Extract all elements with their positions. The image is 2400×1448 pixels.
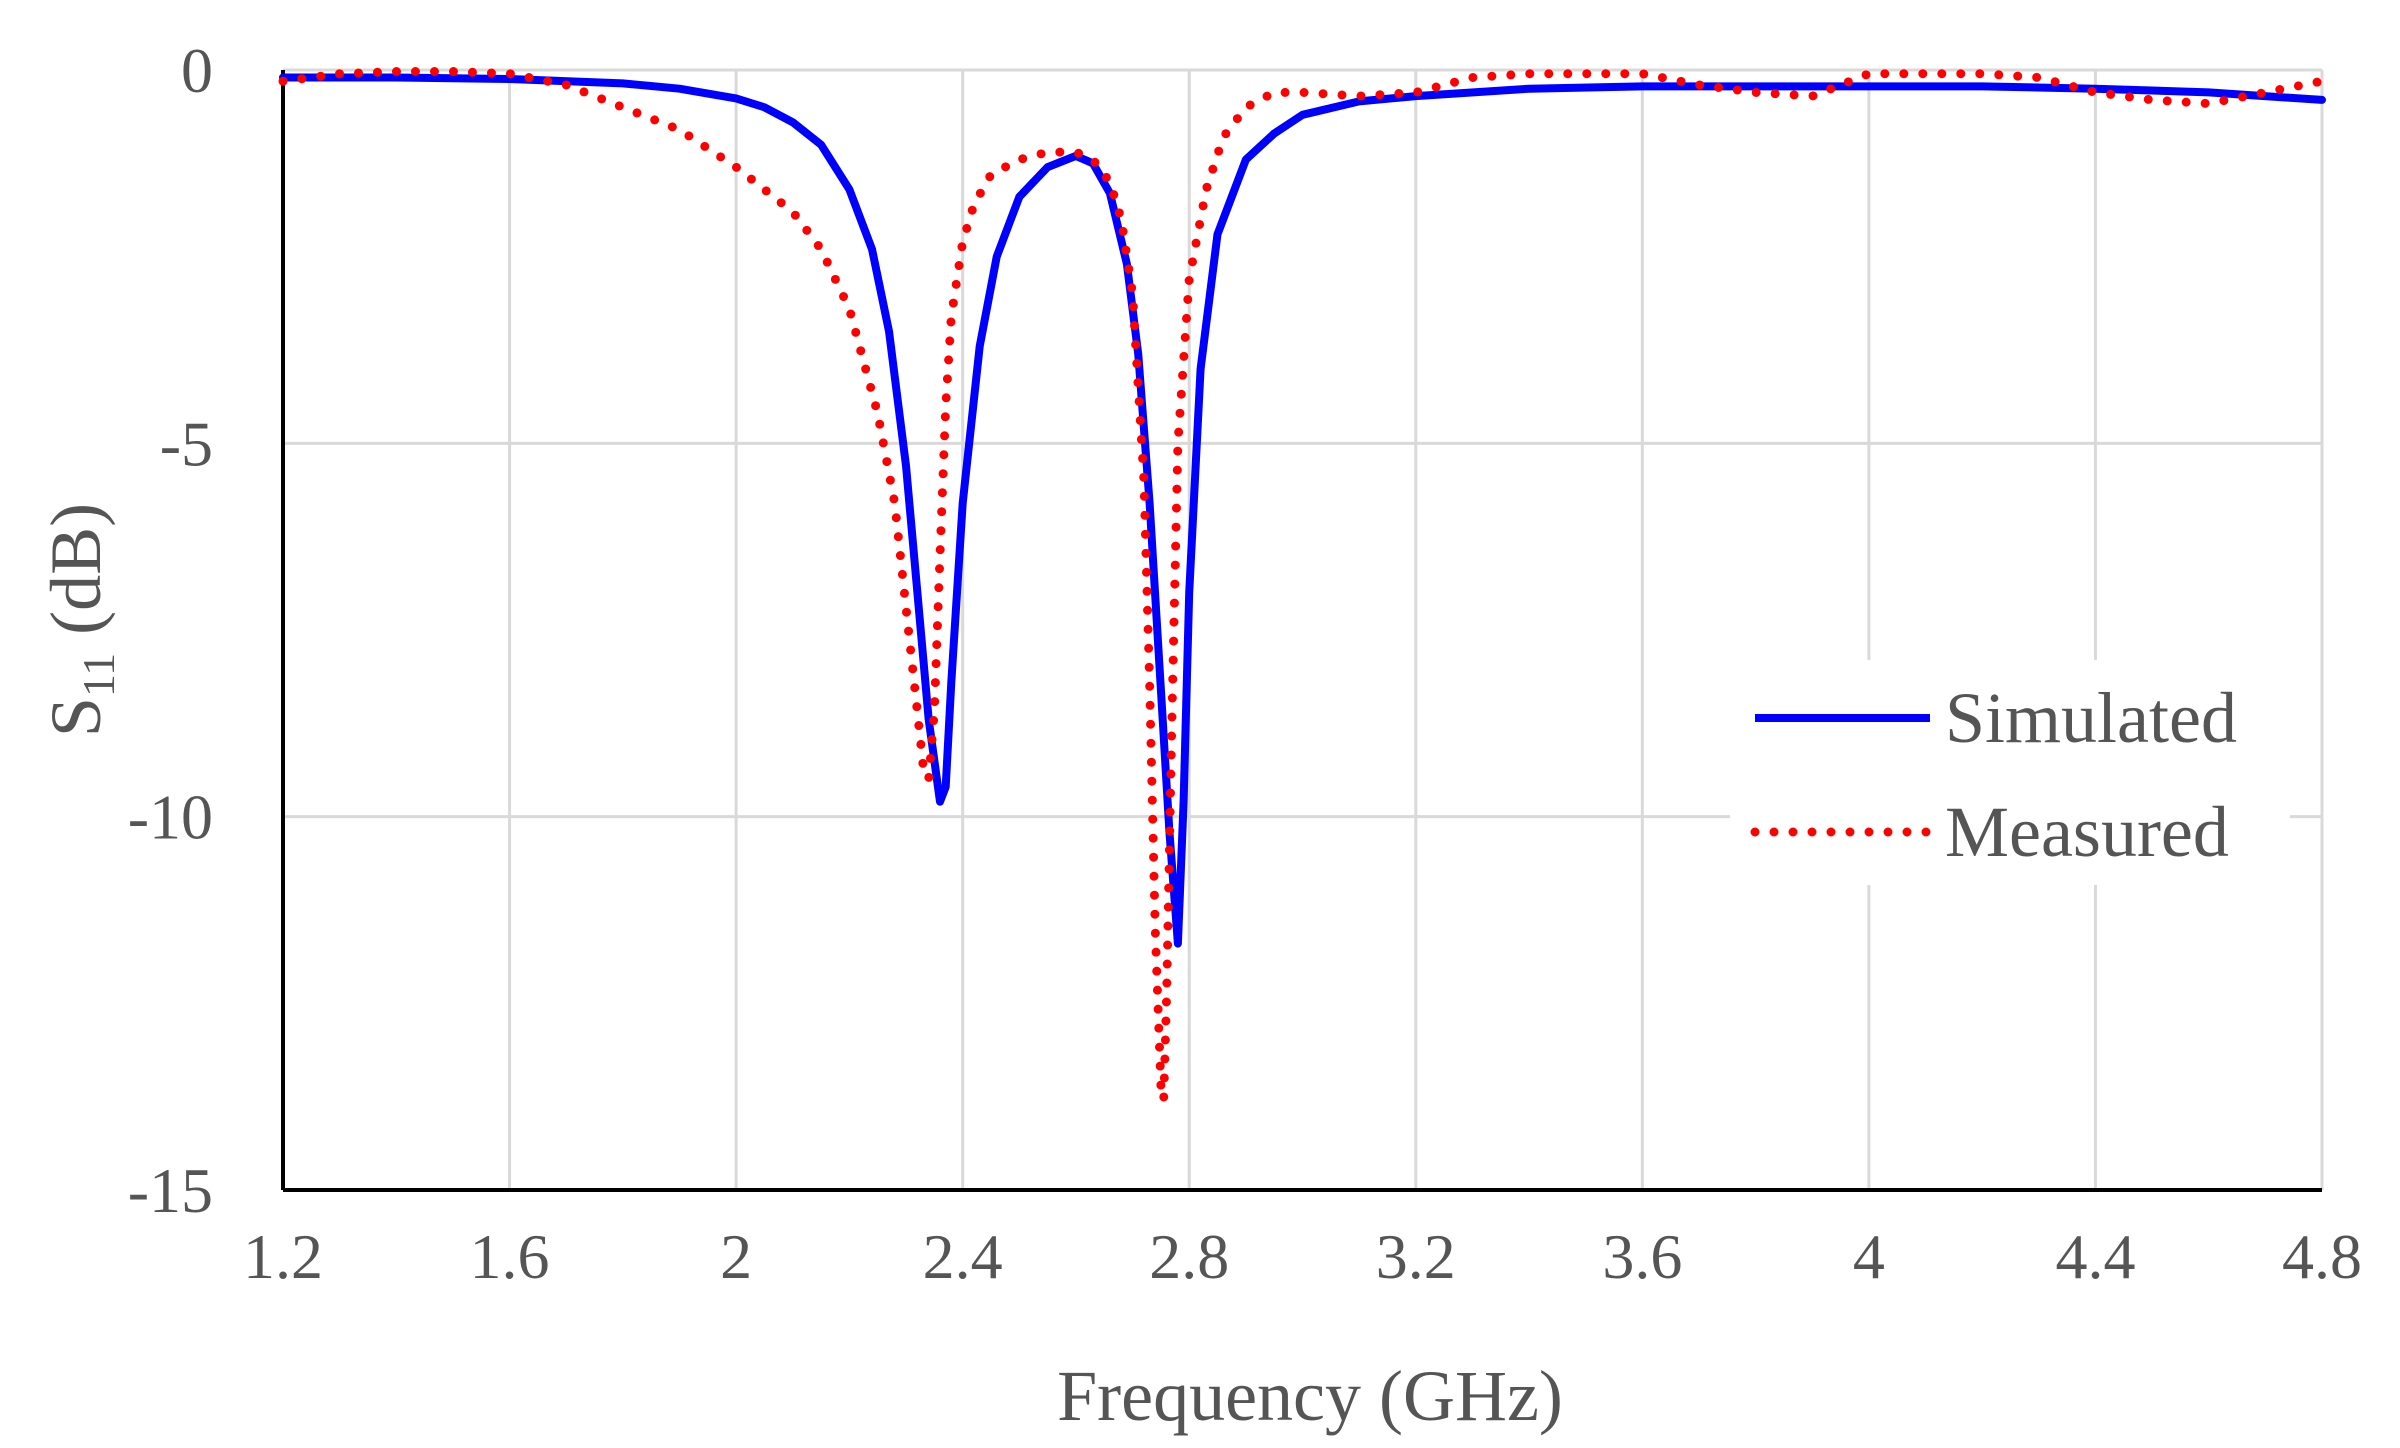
x-tick-label: 2.8: [1149, 1221, 1229, 1292]
legend-label-measured: Measured: [1945, 792, 2229, 872]
x-tick-label: 1.6: [470, 1221, 550, 1292]
x-tick-label: 3.6: [1602, 1221, 1682, 1292]
x-tick-label: 4: [1853, 1221, 1885, 1292]
legend: Simulated Measured: [1730, 660, 2290, 885]
series-layer: [278, 67, 2327, 1105]
x-tick-label: 2: [720, 1221, 752, 1292]
y-tick-label: -10: [128, 782, 213, 853]
y-tick-label: -5: [160, 408, 213, 479]
y-tick-label: -15: [128, 1155, 213, 1226]
legend-label-simulated: Simulated: [1945, 678, 2237, 758]
y-axis-title-main: S: [36, 697, 116, 737]
y-tick-label: 0: [181, 35, 213, 106]
x-axis-title: Frequency (GHz): [1057, 1356, 1563, 1436]
axes: [281, 70, 2322, 1192]
x-tick-label: 4.4: [2055, 1221, 2135, 1292]
x-tick-label: 4.8: [2282, 1221, 2362, 1292]
y-axis-title-sub: 11: [73, 653, 124, 697]
legend-background: [1730, 660, 2290, 885]
tick-labels: 1.2 1.6 2 2.4 2.8 3.2 3.6 4 4.4 4.8 0 -5 -10 -15: [128, 35, 2362, 1292]
grid: [283, 68, 2324, 1190]
y-axis-title-rest: (dB): [36, 503, 116, 653]
y-axis-title: S11 (dB): [36, 503, 124, 737]
series-line-measured: [278, 67, 2327, 1105]
x-tick-label: 1.2: [243, 1221, 323, 1292]
x-tick-label: 2.4: [923, 1221, 1003, 1292]
x-tick-label: 3.2: [1376, 1221, 1456, 1292]
